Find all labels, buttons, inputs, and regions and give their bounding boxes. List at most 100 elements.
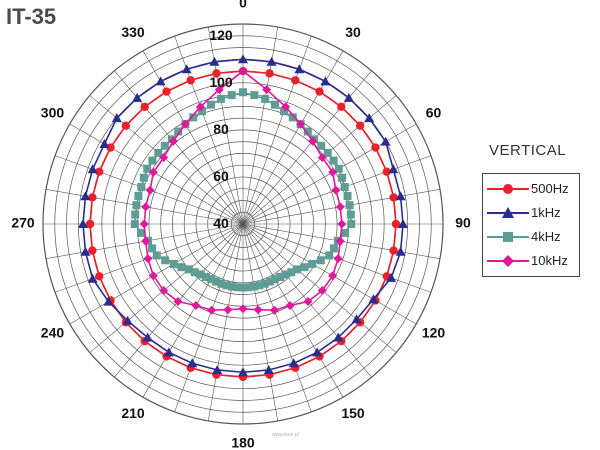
data-point [343,191,352,200]
data-point [87,164,98,174]
data-point [139,173,148,182]
data-point [148,156,157,165]
data-point [389,193,398,202]
data-point [169,260,178,268]
data-point [265,277,274,286]
grid-spoke [69,123,244,225]
data-point [85,219,95,229]
data-point [337,219,347,229]
data-point [145,185,155,195]
data-point [238,54,248,64]
data-point [238,304,248,314]
legend-marker-500hz [487,184,529,194]
data-point [329,156,338,165]
data-point [303,127,312,136]
angle-tick-label: 60 [426,105,442,121]
data-point [95,167,104,176]
angle-tick-label: 330 [121,24,145,40]
data-point [141,202,151,212]
data-point [281,102,291,112]
data-point [154,148,163,157]
data-point [317,152,327,162]
data-point [121,121,131,130]
legend: 500Hz 1kHz 4kHz 10kHz [482,173,580,277]
data-point [191,301,201,311]
data-point [333,332,344,342]
data-point [262,85,272,95]
data-point [137,182,146,191]
data-point [159,152,169,162]
data-point [214,85,224,95]
data-point [132,201,141,210]
data-point [184,265,193,274]
data-point [130,220,139,228]
data-point [335,236,345,246]
data-point [217,279,226,288]
radial-tick-label: 120 [209,27,233,43]
data-point [223,305,233,315]
data-point [174,127,183,136]
data-point [294,64,305,74]
grid-spoke [142,223,244,398]
data-point [131,210,140,219]
data-point [212,69,221,78]
data-point [155,76,166,86]
data-point [222,281,231,290]
data-point [190,268,199,277]
data-point [196,270,205,279]
data-point [270,100,279,109]
radial-tick-label: 40 [213,215,229,231]
data-point [152,251,161,260]
data-point [189,113,198,122]
data-point [238,367,248,377]
data-point [368,294,379,304]
data-point [288,358,299,368]
data-point [197,107,206,116]
data-point [364,113,375,123]
data-point [338,173,347,182]
data-point [386,272,397,282]
data-point [143,254,153,264]
data-point [285,301,295,311]
data-point [209,56,220,66]
data-point [159,286,169,296]
data-point [389,246,398,255]
grid-spoke [242,223,279,422]
data-point [250,91,259,100]
data-point [303,297,313,307]
angle-tick-label: 0 [239,0,247,11]
data-point [345,201,354,210]
data-point [300,263,309,272]
angle-tick-label: 270 [11,215,35,231]
data-point [207,100,216,109]
data-point [371,143,380,152]
angle-tick-label: 240 [41,325,65,341]
data-point [195,102,205,112]
legend-item-500hz: 500Hz [483,177,579,201]
legend-item-4khz: 4kHz [483,225,579,249]
data-point [163,347,174,357]
data-point [88,246,97,255]
data-point [88,193,97,202]
angle-tick-label: 300 [41,105,65,121]
data-point [333,254,343,264]
data-point [355,121,365,130]
data-point [270,275,279,284]
data-point [143,164,152,173]
data-point [335,202,345,212]
data-point [331,185,341,195]
data-point [312,347,323,357]
data-point [142,332,153,342]
data-point [201,273,210,282]
data-point [334,164,343,173]
data-point [141,236,151,246]
data-point [323,148,332,157]
data-point [320,76,331,86]
data-point [250,282,259,291]
data-point [80,191,91,201]
data-point [346,210,355,219]
data-point [382,167,391,176]
data-point [343,92,354,102]
grid-spoke [114,70,244,225]
data-point [80,246,91,256]
